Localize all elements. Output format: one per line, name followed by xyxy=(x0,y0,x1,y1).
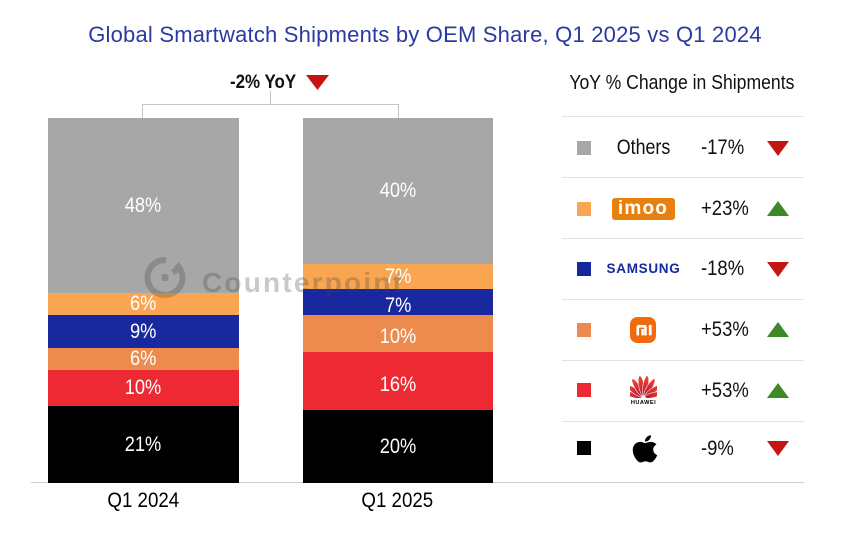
svg-text:HUAWEI: HUAWEI xyxy=(631,400,656,405)
